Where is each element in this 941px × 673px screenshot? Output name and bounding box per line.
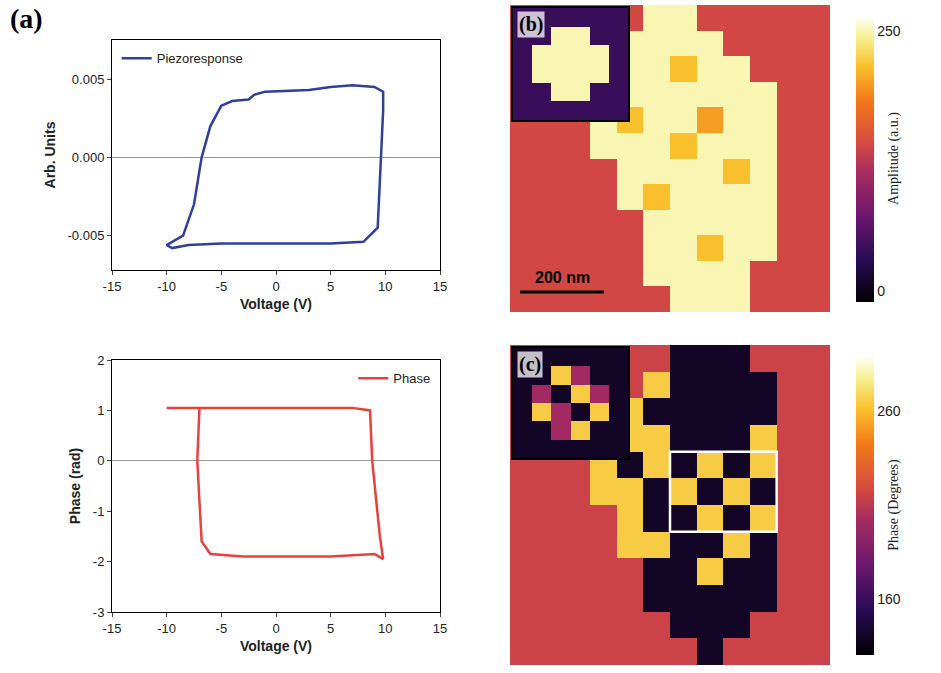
svg-text:Voltage (V): Voltage (V) — [240, 296, 312, 312]
svg-text:160: 160 — [877, 591, 901, 607]
svg-text:-10: -10 — [157, 279, 176, 294]
svg-text:Amplitude (a.u.): Amplitude (a.u.) — [886, 112, 902, 205]
svg-text:0: 0 — [877, 283, 885, 299]
svg-text:10: 10 — [378, 621, 392, 636]
svg-text:200 nm: 200 nm — [535, 269, 590, 286]
svg-text:(a): (a) — [10, 3, 43, 34]
svg-text:Voltage (V): Voltage (V) — [240, 638, 312, 654]
svg-text:1: 1 — [97, 403, 104, 418]
svg-text:-1: -1 — [93, 504, 105, 519]
svg-text:-15: -15 — [103, 621, 122, 636]
svg-text:15: 15 — [433, 621, 447, 636]
svg-text:15: 15 — [433, 279, 447, 294]
svg-text:-5: -5 — [216, 279, 228, 294]
svg-text:-15: -15 — [103, 279, 122, 294]
svg-text:5: 5 — [327, 621, 334, 636]
svg-text:-3: -3 — [93, 605, 105, 620]
svg-text:0.005: 0.005 — [72, 72, 105, 87]
svg-text:-0.005: -0.005 — [68, 228, 105, 243]
svg-text:0: 0 — [272, 279, 279, 294]
svg-text:10: 10 — [378, 279, 392, 294]
svg-text:(c): (c) — [519, 353, 541, 376]
svg-text:0.000: 0.000 — [72, 150, 105, 165]
svg-text:-5: -5 — [216, 621, 228, 636]
svg-text:0: 0 — [272, 621, 279, 636]
svg-text:Phase: Phase — [393, 371, 430, 386]
svg-text:0: 0 — [97, 453, 104, 468]
svg-text:Phase (rad): Phase (rad) — [67, 448, 83, 524]
svg-text:-10: -10 — [157, 621, 176, 636]
svg-text:260: 260 — [877, 403, 901, 419]
svg-text:-2: -2 — [93, 554, 105, 569]
svg-text:(b): (b) — [519, 13, 543, 36]
svg-text:Piezoresponse: Piezoresponse — [157, 51, 243, 66]
svg-text:250: 250 — [877, 23, 901, 39]
svg-text:5: 5 — [327, 279, 334, 294]
svg-text:Phase (Degrees): Phase (Degrees) — [886, 459, 902, 551]
svg-text:2: 2 — [97, 353, 104, 368]
svg-text:Arb. Units: Arb. Units — [42, 121, 58, 188]
